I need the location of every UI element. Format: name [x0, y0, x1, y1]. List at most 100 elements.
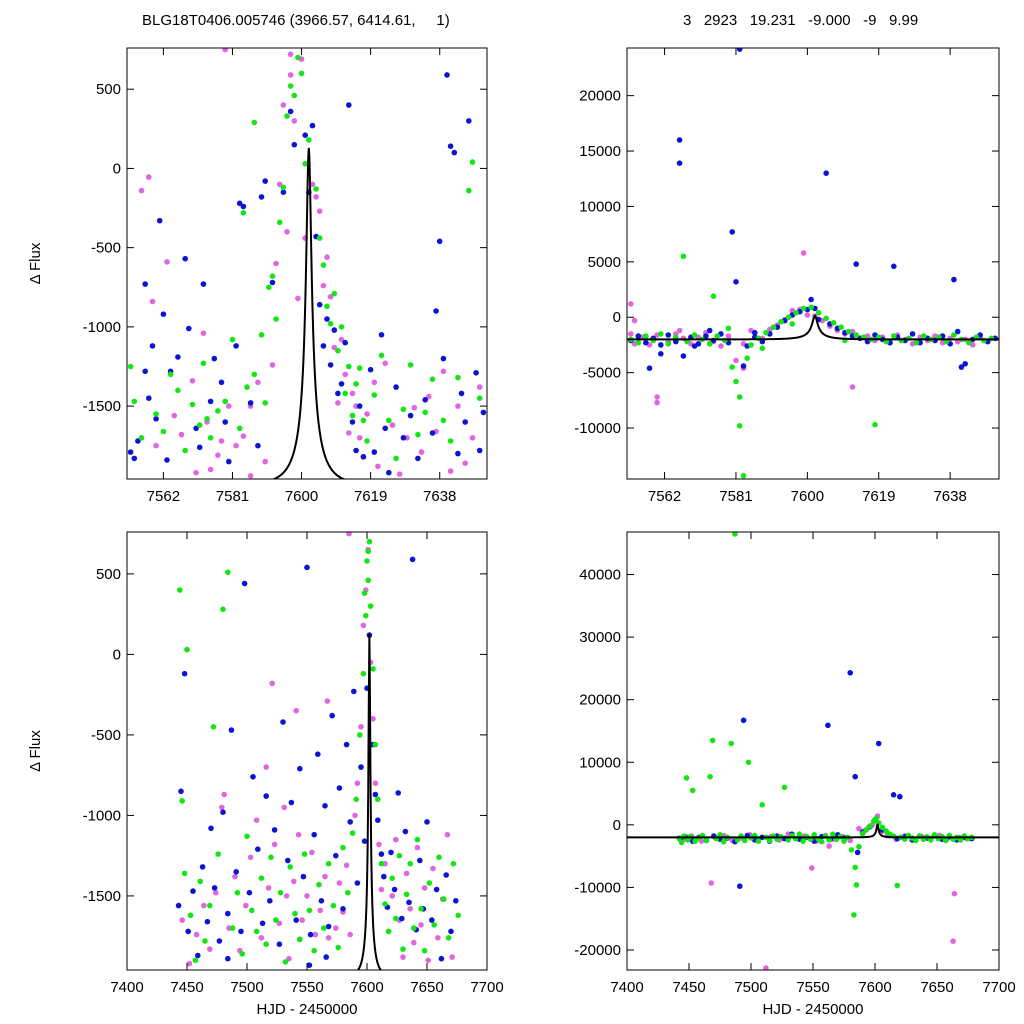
data-point-green [894, 882, 901, 889]
data-point-blue [706, 327, 713, 334]
data-point-blue [453, 898, 459, 904]
data-point-magenta [356, 435, 363, 441]
data-point-blue [309, 122, 316, 129]
y-axis-label: Δ Flux [27, 730, 44, 772]
data-point-magenta [372, 780, 379, 786]
data-point-blue [455, 450, 461, 457]
data-point-magenta [258, 935, 265, 941]
data-point-blue [160, 311, 167, 318]
data-point-green [210, 724, 217, 730]
data-point-green [182, 447, 188, 454]
data-point-magenta [325, 935, 332, 941]
data-point-magenta [336, 880, 343, 886]
data-point-magenta [628, 301, 634, 307]
data-point-blue [220, 809, 226, 815]
data-point-blue [178, 788, 184, 795]
data-point-green [364, 558, 370, 564]
data-point-magenta [291, 878, 297, 885]
data-point-magenta [375, 463, 381, 470]
panel-bottom-left: 7400 7450 7500 7550 7600 7650 7700 500 0 -500 -100… [27, 531, 504, 1018]
data-point-magenta [317, 907, 324, 914]
data-point-blue [429, 430, 436, 436]
data-point-green [745, 759, 752, 766]
data-point-blue [409, 556, 416, 563]
data-point-magenta [233, 442, 239, 449]
data-point-green [282, 959, 289, 965]
data-point-green [330, 902, 337, 909]
data-point-magenta [950, 938, 956, 944]
data-point-blue [386, 469, 392, 476]
data-point-green [229, 336, 236, 343]
y-tick-label: -10000 [574, 879, 621, 896]
data-point-magenta [389, 893, 396, 899]
data-point-green [306, 907, 313, 914]
data-point-green [793, 310, 799, 316]
data-point-magenta [178, 431, 185, 438]
x-tick-label: 7700 [982, 979, 1015, 996]
x-tick-label: 7619 [354, 488, 387, 505]
data-point-green [720, 838, 727, 845]
data-point-magenta [240, 433, 247, 440]
data-point-magenta [352, 812, 358, 819]
data-point-green [800, 305, 807, 312]
data-point-blue [382, 425, 389, 432]
data-point-green [957, 837, 964, 843]
data-point-magenta [222, 48, 228, 53]
points-bottom-left [175, 532, 462, 968]
data-point-green [249, 907, 255, 914]
y-tick-label: 500 [96, 81, 121, 98]
data-point-green [815, 310, 822, 316]
data-point-magenta [440, 368, 447, 375]
data-point-blue [331, 327, 338, 333]
data-point-magenta [218, 438, 225, 444]
data-point-magenta [146, 174, 152, 180]
data-point-magenta [171, 412, 178, 419]
data-point-magenta [201, 902, 207, 909]
data-point-magenta [800, 250, 807, 256]
data-point-green [357, 732, 363, 738]
data-point-green [852, 864, 858, 871]
data-point-green [913, 339, 920, 346]
data-point-blue [823, 170, 829, 176]
data-point-green [407, 860, 414, 867]
data-point-green [823, 315, 829, 322]
data-point-magenta [809, 865, 815, 871]
data-point-green [197, 878, 203, 885]
data-point-magenta [309, 849, 315, 856]
data-point-green [853, 882, 860, 888]
y-tick-label: 10000 [579, 754, 621, 771]
data-point-magenta [421, 885, 428, 891]
data-point-green [683, 775, 690, 781]
data-point-magenta [403, 870, 410, 877]
data-point-blue [236, 200, 243, 207]
data-point-blue [951, 276, 957, 283]
data-point-green [342, 390, 349, 397]
data-point-magenta [346, 532, 352, 537]
data-point-blue [186, 325, 192, 332]
data-point-green [732, 532, 738, 537]
data-point-magenta [804, 312, 811, 318]
data-point-blue [316, 301, 323, 308]
data-point-blue [338, 381, 345, 387]
data-point-blue [258, 194, 265, 200]
x-tick-label: 7619 [862, 488, 895, 505]
data-point-magenta [654, 394, 660, 400]
data-point-magenta [455, 403, 461, 409]
data-point-blue [315, 751, 321, 757]
plot-frame [626, 531, 1000, 971]
data-point-green [215, 408, 221, 414]
data-point-blue [349, 419, 356, 425]
data-point-blue [737, 883, 743, 889]
x-tick-label: 7581 [719, 488, 752, 505]
data-point-blue [288, 799, 295, 806]
data-point-green [316, 235, 323, 241]
data-point-magenta [354, 780, 361, 786]
data-point-blue [852, 773, 858, 780]
data-point-blue [462, 419, 469, 425]
data-point-blue [325, 923, 332, 930]
data-point-magenta [733, 357, 739, 364]
data-point-green [222, 398, 228, 405]
data-point-magenta [364, 411, 370, 417]
data-point-green [778, 318, 784, 325]
data-point-blue [225, 955, 231, 962]
